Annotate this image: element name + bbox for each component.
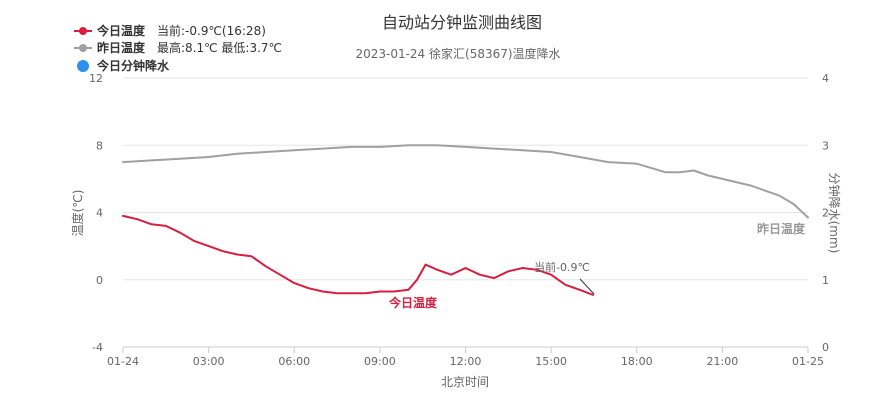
series-today-temperature[interactable] xyxy=(122,214,595,296)
y-axis-left-title: 温度(℃) xyxy=(70,190,85,237)
legend-item-yesterday[interactable]: 昨日温度 最高:8.1℃ 最低:3.7℃ xyxy=(74,40,282,55)
legend-marker-yesterday xyxy=(79,44,87,52)
legend-marker-today xyxy=(79,27,87,35)
x-tick-6: 18:00 xyxy=(621,355,653,368)
y-right-tick-1: 1 xyxy=(822,274,829,287)
x-tick-3: 09:00 xyxy=(364,355,396,368)
today-series-label: 今日温度 xyxy=(388,295,438,310)
series-layer xyxy=(122,144,809,296)
x-tick-4: 12:00 xyxy=(450,355,482,368)
series-yesterday-temperature[interactable] xyxy=(122,144,809,219)
y-left-tick-0: -4 xyxy=(92,341,103,354)
x-axis-title: 北京时间 xyxy=(441,375,489,389)
x-tick-0: 01-24 xyxy=(107,355,139,368)
y-axis-right-title: 分钟降水(mm) xyxy=(827,173,842,254)
legend-today-label: 今日温度 xyxy=(96,23,146,38)
y-right-tick-2: 2 xyxy=(822,207,829,220)
y-left-tick-2: 4 xyxy=(96,207,103,220)
current-value-pointer xyxy=(579,278,595,295)
x-tick-2: 06:00 xyxy=(278,355,310,368)
y-right-tick-3: 3 xyxy=(822,139,829,152)
chart-title: 自动站分钟监测曲线图 xyxy=(382,13,542,32)
y-left-tick-3: 8 xyxy=(96,139,103,152)
y-left-tick-1: 0 xyxy=(96,274,103,287)
chart-subtitle: 2023-01-24 徐家汇(58367)温度降水 xyxy=(355,46,560,61)
legend-yesterday-note: 最高:8.1℃ 最低:3.7℃ xyxy=(157,40,282,55)
x-tick-1: 03:00 xyxy=(193,355,225,368)
legend-item-precip[interactable]: 今日分钟降水 xyxy=(77,58,170,73)
legend-yesterday-label: 昨日温度 xyxy=(97,40,146,55)
yesterday-series-label: 昨日温度 xyxy=(757,221,806,236)
legend-precip-label: 今日分钟降水 xyxy=(96,58,170,73)
y-left-tick-4: 12 xyxy=(89,72,103,85)
x-tick-8: 01-25 xyxy=(792,355,824,368)
y-right-tick-0: 0 xyxy=(822,341,829,354)
x-tick-7: 21:00 xyxy=(707,355,739,368)
legend: 今日温度 当前:-0.9℃(16:28) 昨日温度 最高:8.1℃ 最低:3.7… xyxy=(74,23,282,73)
current-value-label: 当前-0.9℃ xyxy=(534,260,590,274)
y-right-tick-4: 4 xyxy=(822,72,829,85)
x-tick-5: 15:00 xyxy=(535,355,567,368)
legend-today-note: 当前:-0.9℃(16:28) xyxy=(157,23,266,38)
grid-lines xyxy=(123,77,808,348)
legend-marker-precip xyxy=(77,60,89,72)
legend-item-today[interactable]: 今日温度 当前:-0.9℃(16:28) xyxy=(74,23,266,38)
